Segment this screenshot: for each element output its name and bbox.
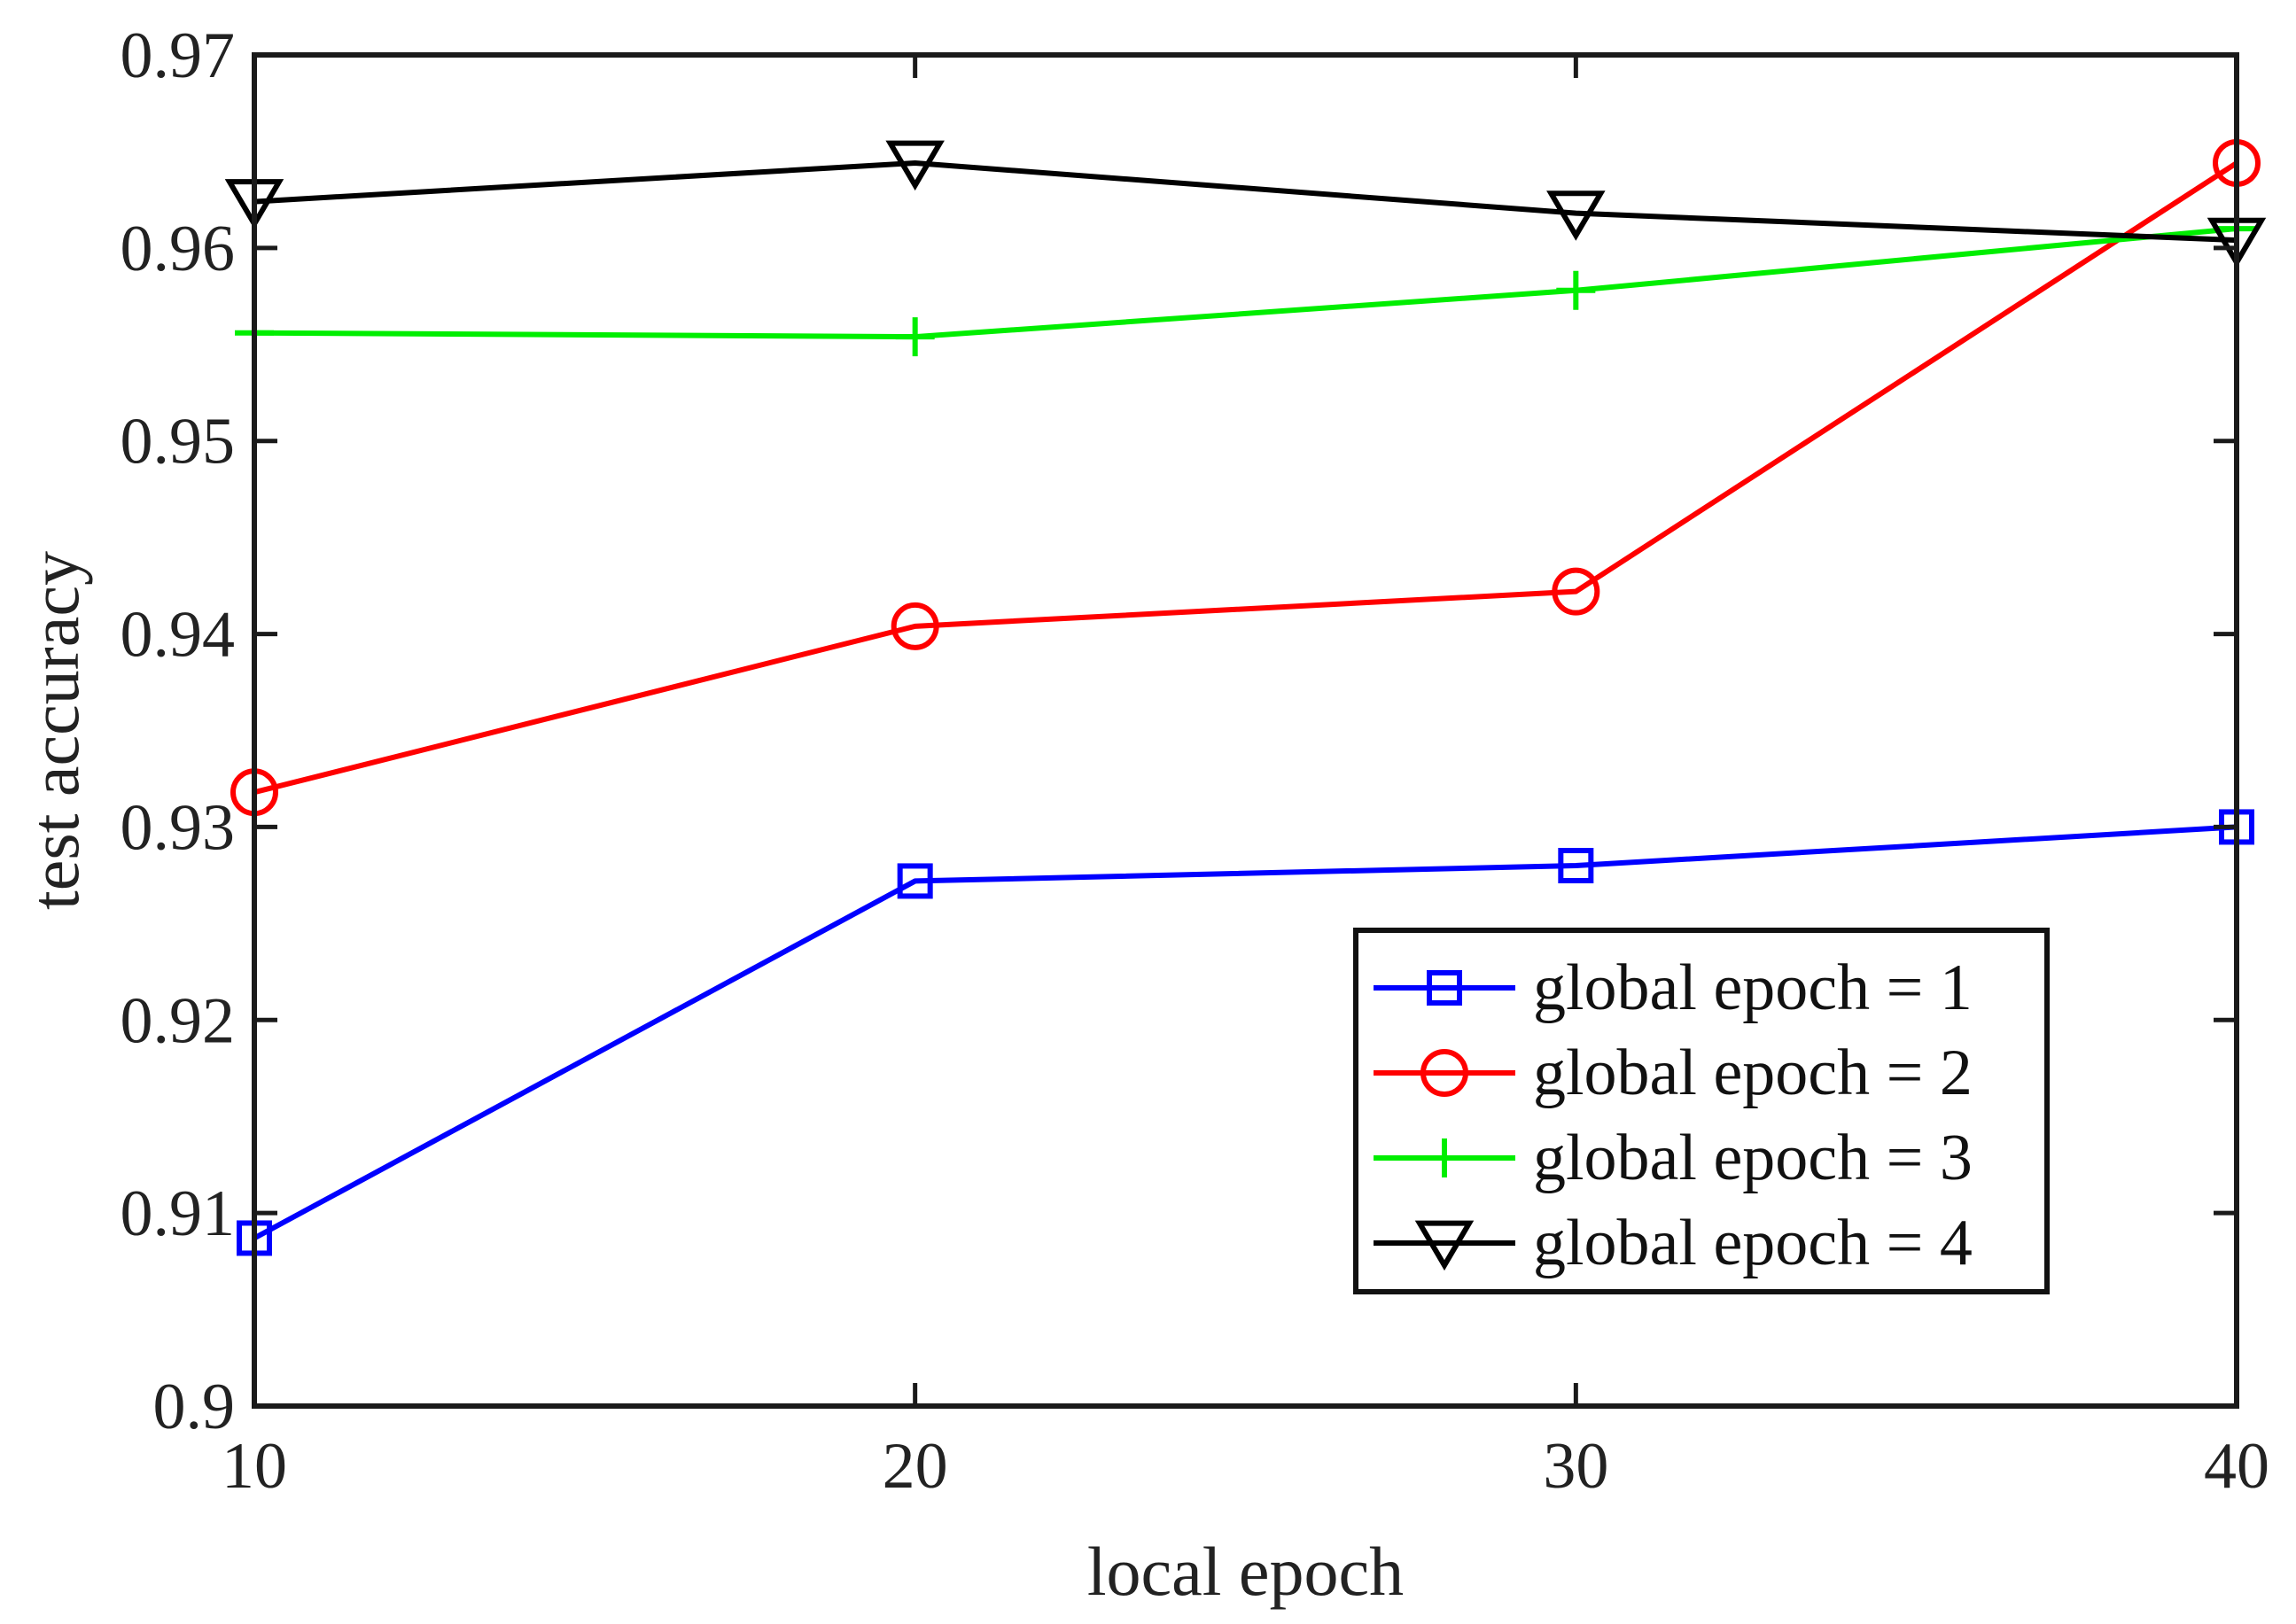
legend-marker-3 (1425, 1138, 1464, 1177)
legend-marker-4 (1414, 1220, 1475, 1271)
y-axis-label: test accuracy (16, 551, 93, 910)
legend-label-4: global epoch = 4 (1533, 1207, 1973, 1279)
legend-marker-1 (1427, 970, 1462, 1006)
legend-entry-3: global epoch = 3 (1374, 1122, 1973, 1194)
y-tick-label-4: 0.93 (121, 791, 236, 864)
y-tick-label-7: 0.96 (121, 213, 236, 285)
legend-label-3: global epoch = 3 (1533, 1122, 1973, 1194)
series-line-1 (253, 824, 2238, 1241)
legend-entry-4: global epoch = 4 (1374, 1207, 1973, 1279)
legend-label-2: global epoch = 2 (1533, 1037, 1973, 1109)
data-point-1-2 (897, 863, 933, 899)
series-line-4 (253, 160, 2238, 244)
y-tick-label-6: 0.95 (121, 406, 236, 478)
series-line-3 (253, 226, 2238, 340)
x-tick-label-3: 30 (1543, 1430, 1608, 1503)
legend: global epoch = 1 global epoch = 2 global e… (1353, 928, 2050, 1294)
x-tick-label-2: 20 (883, 1430, 948, 1503)
axes-layer: 10 20 30 40 0.9 0.91 0.92 0.93 0.94 0.95 0.96 0.97 (121, 19, 2270, 1503)
data-point-4-2 (885, 140, 945, 191)
y-tick-label-2: 0.91 (121, 1177, 236, 1250)
x-tick-label-4: 40 (2204, 1430, 2269, 1503)
y-tick-label-8: 0.97 (121, 19, 236, 92)
data-point-3-3 (1556, 270, 1596, 310)
legend-marker-2 (1420, 1049, 1468, 1097)
x-tick-label-1: 10 (222, 1430, 287, 1503)
y-tick-label-3: 0.92 (121, 984, 236, 1057)
legend-entry-2: global epoch = 2 (1374, 1037, 1973, 1109)
x-axis-label: local epoch (1087, 1533, 1404, 1610)
y-tick-label-5: 0.94 (121, 599, 236, 672)
data-point-4-3 (1546, 190, 1606, 241)
y-tick-label-1: 0.9 (153, 1371, 236, 1443)
data-point-3-2 (895, 317, 935, 357)
data-point-1-3 (1558, 848, 1594, 883)
legend-label-1: global epoch = 1 (1533, 952, 1973, 1024)
axes-frame (252, 52, 2239, 1409)
series-line-2 (253, 160, 2238, 796)
legend-entry-1: global epoch = 1 (1374, 952, 1973, 1024)
data-point-2-2 (891, 602, 939, 650)
data-point-2-3 (1552, 567, 1600, 616)
